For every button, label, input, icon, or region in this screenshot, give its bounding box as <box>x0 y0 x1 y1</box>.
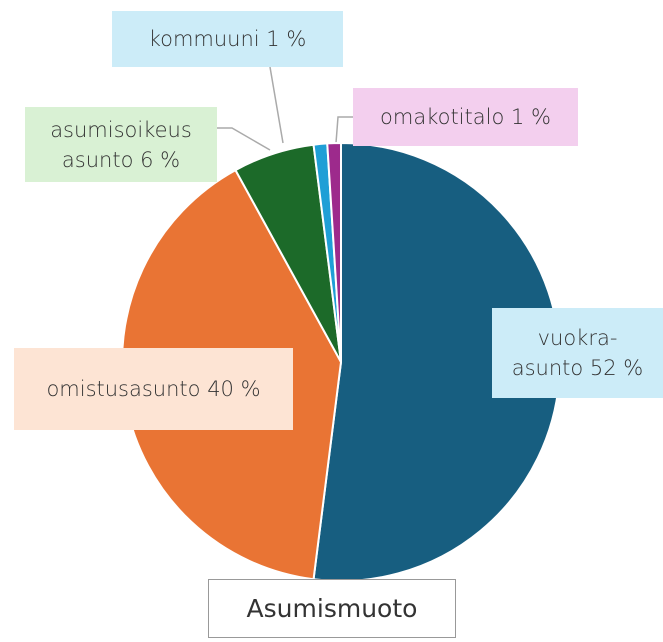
data-label: vuokra- asunto 52 % <box>492 308 663 398</box>
chart-title: Asumismuoto <box>208 579 456 638</box>
data-label: omistusasunto 40 % <box>14 348 293 430</box>
data-label: asumisoikeus asunto 6 % <box>25 107 217 182</box>
pie-slice <box>326 141 342 363</box>
leader-line <box>269 66 284 144</box>
leader-line <box>217 127 271 151</box>
leader-line <box>335 116 353 144</box>
data-label: omakotitalo 1 % <box>353 88 578 146</box>
data-label: kommuuni 1 % <box>112 11 343 67</box>
